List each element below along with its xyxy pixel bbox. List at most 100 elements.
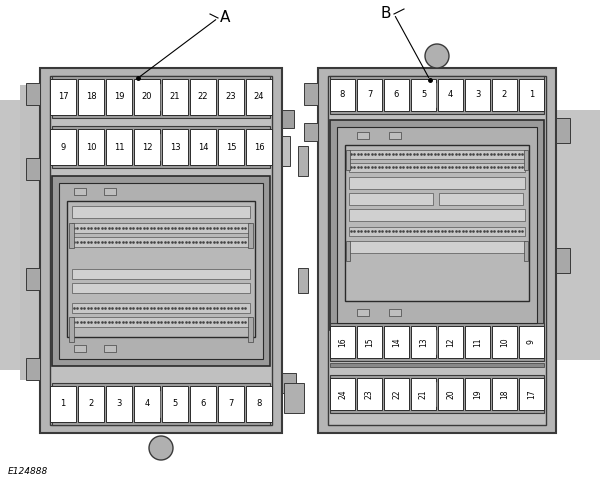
- Bar: [190, 129, 216, 165]
- Text: 7: 7: [367, 91, 372, 99]
- Bar: [330, 76, 544, 114]
- Text: A: A: [220, 10, 230, 25]
- Text: 21: 21: [419, 389, 428, 399]
- Bar: [465, 326, 490, 358]
- Bar: [104, 188, 116, 195]
- Bar: [492, 378, 517, 410]
- Bar: [357, 132, 369, 139]
- Bar: [492, 326, 517, 358]
- Text: 18: 18: [500, 389, 509, 399]
- Bar: [40, 68, 282, 433]
- Bar: [330, 363, 544, 367]
- Text: 11: 11: [114, 143, 124, 151]
- Bar: [438, 378, 463, 410]
- Text: 20: 20: [142, 93, 152, 101]
- Text: 17: 17: [527, 389, 536, 399]
- Bar: [345, 145, 529, 301]
- Bar: [384, 79, 409, 111]
- Bar: [349, 163, 525, 172]
- Bar: [439, 193, 523, 205]
- Bar: [357, 79, 382, 111]
- Bar: [304, 123, 318, 141]
- Bar: [330, 323, 544, 361]
- Bar: [246, 386, 272, 422]
- Text: 11: 11: [473, 337, 482, 347]
- Bar: [330, 375, 544, 413]
- Text: 16: 16: [338, 337, 347, 347]
- Bar: [134, 79, 160, 115]
- Bar: [411, 326, 436, 358]
- Bar: [318, 68, 556, 433]
- Bar: [78, 129, 104, 165]
- Bar: [349, 177, 525, 189]
- Bar: [104, 345, 116, 352]
- Bar: [519, 79, 544, 111]
- Text: 8: 8: [256, 399, 262, 409]
- Bar: [349, 193, 433, 205]
- Text: 23: 23: [226, 93, 236, 101]
- Bar: [330, 79, 355, 111]
- Bar: [349, 241, 525, 253]
- Bar: [555, 110, 600, 360]
- Bar: [337, 127, 537, 323]
- Text: 14: 14: [198, 143, 208, 151]
- Bar: [304, 83, 318, 105]
- Text: 12: 12: [142, 143, 152, 151]
- Bar: [78, 79, 104, 115]
- Text: 4: 4: [145, 399, 149, 409]
- Bar: [346, 150, 350, 170]
- Bar: [69, 223, 74, 248]
- Bar: [282, 373, 296, 393]
- Text: 19: 19: [473, 389, 482, 399]
- Text: 20: 20: [446, 389, 455, 399]
- Text: 16: 16: [254, 143, 265, 151]
- Bar: [248, 317, 253, 342]
- Bar: [20, 85, 50, 380]
- Text: 8: 8: [340, 91, 345, 99]
- Text: 4: 4: [448, 91, 453, 99]
- Bar: [52, 383, 270, 425]
- Text: 5: 5: [421, 91, 426, 99]
- Text: 2: 2: [502, 91, 507, 99]
- Bar: [524, 241, 528, 261]
- Bar: [246, 129, 272, 165]
- Text: 24: 24: [254, 93, 264, 101]
- Text: 24: 24: [338, 389, 347, 399]
- Bar: [298, 268, 308, 293]
- Text: 1: 1: [61, 399, 65, 409]
- Bar: [330, 378, 355, 410]
- Bar: [384, 378, 409, 410]
- Bar: [50, 79, 76, 115]
- Bar: [50, 386, 76, 422]
- Bar: [246, 79, 272, 115]
- Text: 18: 18: [86, 93, 97, 101]
- Text: 14: 14: [392, 337, 401, 347]
- Bar: [330, 120, 544, 330]
- Bar: [349, 150, 525, 159]
- Circle shape: [149, 436, 173, 460]
- Bar: [389, 132, 401, 139]
- Bar: [389, 309, 401, 316]
- Text: 5: 5: [172, 399, 178, 409]
- Bar: [346, 241, 350, 261]
- Text: 3: 3: [475, 91, 480, 99]
- Bar: [298, 146, 308, 176]
- Bar: [438, 326, 463, 358]
- Text: 22: 22: [392, 389, 401, 399]
- Bar: [519, 326, 544, 358]
- Bar: [134, 386, 160, 422]
- Bar: [524, 150, 528, 170]
- Bar: [106, 79, 132, 115]
- Bar: [357, 326, 382, 358]
- Text: 12: 12: [446, 337, 455, 347]
- Bar: [357, 309, 369, 316]
- Text: 6: 6: [200, 399, 206, 409]
- Text: 23: 23: [365, 389, 374, 399]
- Bar: [72, 283, 250, 293]
- Bar: [134, 129, 160, 165]
- Text: 9: 9: [61, 143, 65, 151]
- Bar: [218, 129, 244, 165]
- Bar: [67, 201, 255, 337]
- Text: 19: 19: [114, 93, 124, 101]
- Bar: [556, 118, 570, 143]
